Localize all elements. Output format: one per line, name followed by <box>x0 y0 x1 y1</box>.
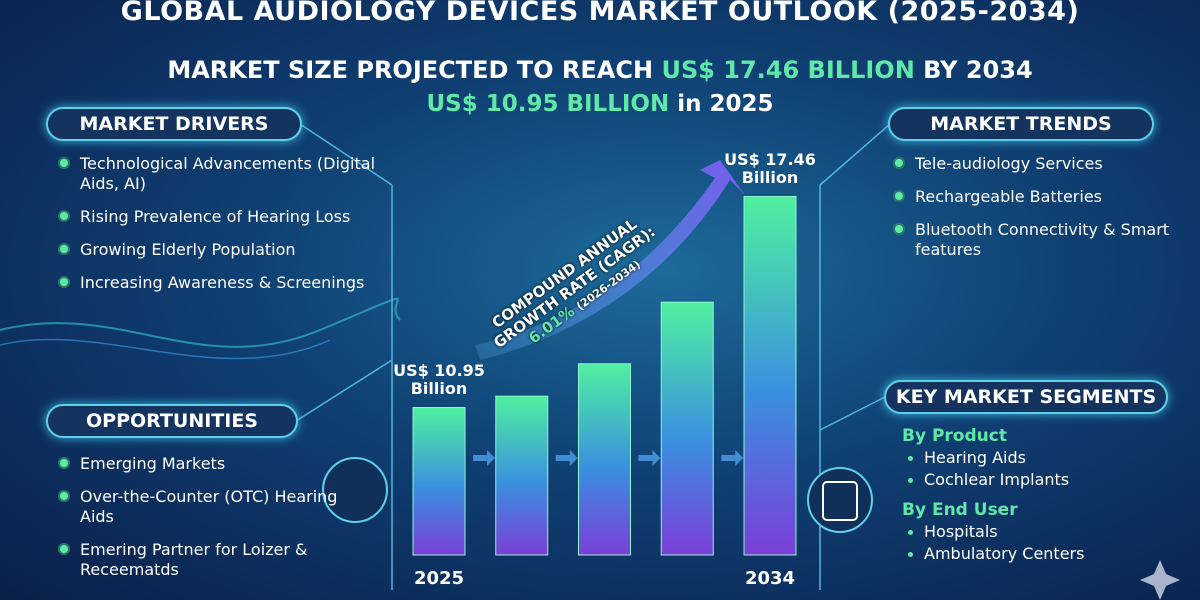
group-title: By Product <box>902 426 1007 446</box>
group-title: By End User <box>902 500 1018 520</box>
segments: By Product Hearing Aids Cochlear Implants B… <box>902 426 1162 574</box>
list: Hearing Aids Cochlear Implants <box>906 448 1162 490</box>
x-tick-label: 2025 <box>414 568 464 589</box>
bar <box>578 363 631 556</box>
list-item: Ambulatory Centers <box>906 544 1162 564</box>
arrow <box>555 450 578 466</box>
arrow <box>638 450 661 466</box>
list: Emerging Markets Over-the-Counter (OTC) H… <box>58 454 338 593</box>
list-item: Emering Partner for Loizer & Receematds <box>58 540 338 580</box>
value-label: US$ 17.46 Billion <box>724 149 816 187</box>
value-label: US$ 10.95 Billion <box>393 360 485 398</box>
bar <box>660 301 714 556</box>
list-item: Rising Prevalence of Hearing Loss <box>58 207 388 227</box>
section-title: MARKET DRIVERS <box>46 107 302 141</box>
bar <box>743 196 797 556</box>
list-item: Hospitals <box>906 522 1162 542</box>
headline-value: US$ 17.46 BILLION <box>661 56 915 84</box>
arrow <box>721 450 744 466</box>
x-tick-label: 2034 <box>745 568 795 589</box>
headline-suffix: BY 2034 <box>923 56 1033 84</box>
section-title: MARKET TRENDS <box>888 107 1154 141</box>
base-value: US$ 10.95 BILLION <box>426 91 670 117</box>
title: GLOBAL AUDIOLOGY DEVICES MARKET OUTLOOK … <box>120 0 1080 27</box>
arrow <box>473 450 495 466</box>
bar <box>412 407 466 556</box>
list-item: Technological Advancements (Digital Aids… <box>58 154 388 194</box>
list-item: Increasing Awareness & Screenings <box>58 273 388 293</box>
list-item: Tele-audiology Services <box>893 154 1173 174</box>
section-title: OPPORTUNITIES <box>46 404 298 438</box>
list-item: Bluetooth Connectivity & Smart features <box>893 220 1173 260</box>
headline-prefix: MARKET SIZE PROJECTED TO REACH <box>167 56 654 84</box>
list: Technological Advancements (Digital Aids… <box>58 154 388 306</box>
section-title: KEY MARKET SEGMENTS <box>884 380 1168 414</box>
list: Tele-audiology Services Rechargeable Batt… <box>893 154 1173 273</box>
headline: MARKET SIZE PROJECTED TO REACH US$ 17.46… <box>0 56 1200 84</box>
list-item: Growing Elderly Population <box>58 240 388 260</box>
list-item: Cochlear Implants <box>906 470 1162 490</box>
list-item: Rechargeable Batteries <box>893 187 1173 207</box>
list-item: Hearing Aids <box>906 448 1162 468</box>
base-suffix: in 2025 <box>677 91 774 117</box>
bar <box>495 395 549 556</box>
list-item: Emerging Markets <box>58 454 338 474</box>
base-line: US$ 10.95 BILLION in 2025 <box>0 91 1200 117</box>
list: Hospitals Ambulatory Centers <box>906 522 1162 564</box>
list-item: Over-the-Counter (OTC) Hearing Aids <box>58 487 338 527</box>
